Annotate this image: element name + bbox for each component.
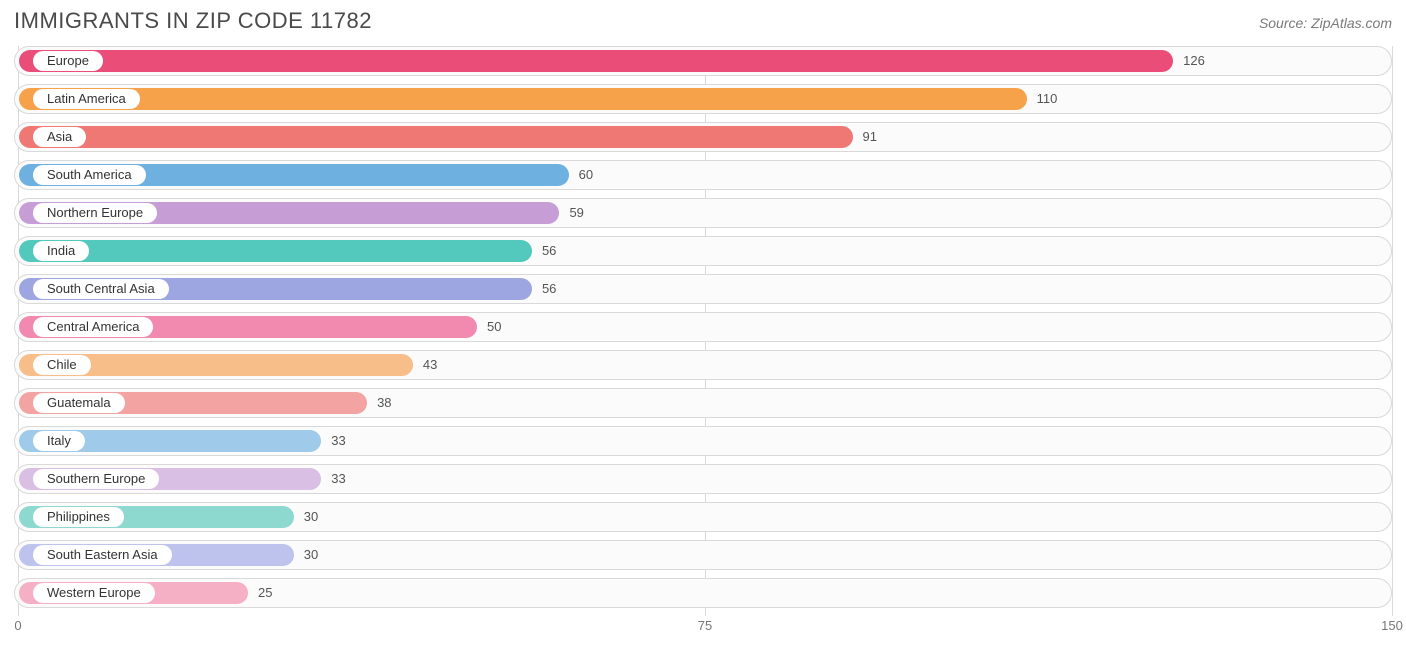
bar-value: 110 bbox=[1027, 85, 1058, 114]
bar-label: Guatemala bbox=[33, 393, 125, 413]
bar-row: Central America 50 bbox=[14, 312, 1392, 342]
bar-row: Chile 43 bbox=[14, 350, 1392, 380]
bar-row: Northern Europe 59 bbox=[14, 198, 1392, 228]
bar-label: Chile bbox=[33, 355, 91, 375]
x-axis-tick: 75 bbox=[698, 618, 712, 633]
bar-label: Italy bbox=[33, 431, 85, 451]
bar bbox=[19, 88, 1027, 110]
bar-row: Southern Europe 33 bbox=[14, 464, 1392, 494]
bar-value: 30 bbox=[294, 541, 318, 570]
bar-row: India 56 bbox=[14, 236, 1392, 266]
bar bbox=[19, 240, 532, 262]
bar-row: South Central Asia 56 bbox=[14, 274, 1392, 304]
x-axis-tick: 0 bbox=[14, 618, 21, 633]
bar-label: Central America bbox=[33, 317, 153, 337]
bar-label: Southern Europe bbox=[33, 469, 159, 489]
bar-label: Europe bbox=[33, 51, 103, 71]
bar-label: India bbox=[33, 241, 89, 261]
bar-value: 43 bbox=[413, 351, 437, 380]
bar-value: 33 bbox=[321, 427, 345, 456]
chart-plot: Europe 126 Latin America 110 Asia 91 South Ame… bbox=[14, 46, 1392, 616]
chart-source: Source: ZipAtlas.com bbox=[1259, 15, 1392, 31]
bar-value: 25 bbox=[248, 579, 272, 608]
bar-label: Philippines bbox=[33, 507, 124, 527]
bar-row: South Eastern Asia 30 bbox=[14, 540, 1392, 570]
bar-label: South Eastern Asia bbox=[33, 545, 172, 565]
bar-label: Northern Europe bbox=[33, 203, 157, 223]
bar-value: 126 bbox=[1173, 47, 1205, 76]
bar-value: 56 bbox=[532, 237, 556, 266]
bar-value: 59 bbox=[559, 199, 583, 228]
bar-label: Western Europe bbox=[33, 583, 155, 603]
bar-label: Latin America bbox=[33, 89, 140, 109]
bar bbox=[19, 50, 1173, 72]
bar-row: Western Europe 25 bbox=[14, 578, 1392, 608]
bar-row: South America 60 bbox=[14, 160, 1392, 190]
bar-value: 38 bbox=[367, 389, 391, 418]
bar-label: South Central Asia bbox=[33, 279, 169, 299]
bar-row: Guatemala 38 bbox=[14, 388, 1392, 418]
bar-value: 33 bbox=[321, 465, 345, 494]
x-axis-tick: 150 bbox=[1381, 618, 1403, 633]
bar-label: Asia bbox=[33, 127, 86, 147]
bar-value: 30 bbox=[294, 503, 318, 532]
x-axis: 075150 bbox=[14, 618, 1392, 638]
bar-label: South America bbox=[33, 165, 146, 185]
bar-value: 91 bbox=[853, 123, 877, 152]
bar-value: 56 bbox=[532, 275, 556, 304]
bar-row: Latin America 110 bbox=[14, 84, 1392, 114]
bar-row: Europe 126 bbox=[14, 46, 1392, 76]
bar-row: Italy 33 bbox=[14, 426, 1392, 456]
bar-row: Philippines 30 bbox=[14, 502, 1392, 532]
bar-value: 50 bbox=[477, 313, 501, 342]
bar bbox=[19, 126, 853, 148]
chart-title: IMMIGRANTS IN ZIP CODE 11782 bbox=[14, 8, 372, 34]
chart-container: Europe 126 Latin America 110 Asia 91 South Ame… bbox=[14, 46, 1392, 638]
bar-value: 60 bbox=[569, 161, 593, 190]
chart-header: IMMIGRANTS IN ZIP CODE 11782 Source: Zip… bbox=[14, 8, 1392, 34]
gridline bbox=[1392, 46, 1393, 616]
bar-row: Asia 91 bbox=[14, 122, 1392, 152]
